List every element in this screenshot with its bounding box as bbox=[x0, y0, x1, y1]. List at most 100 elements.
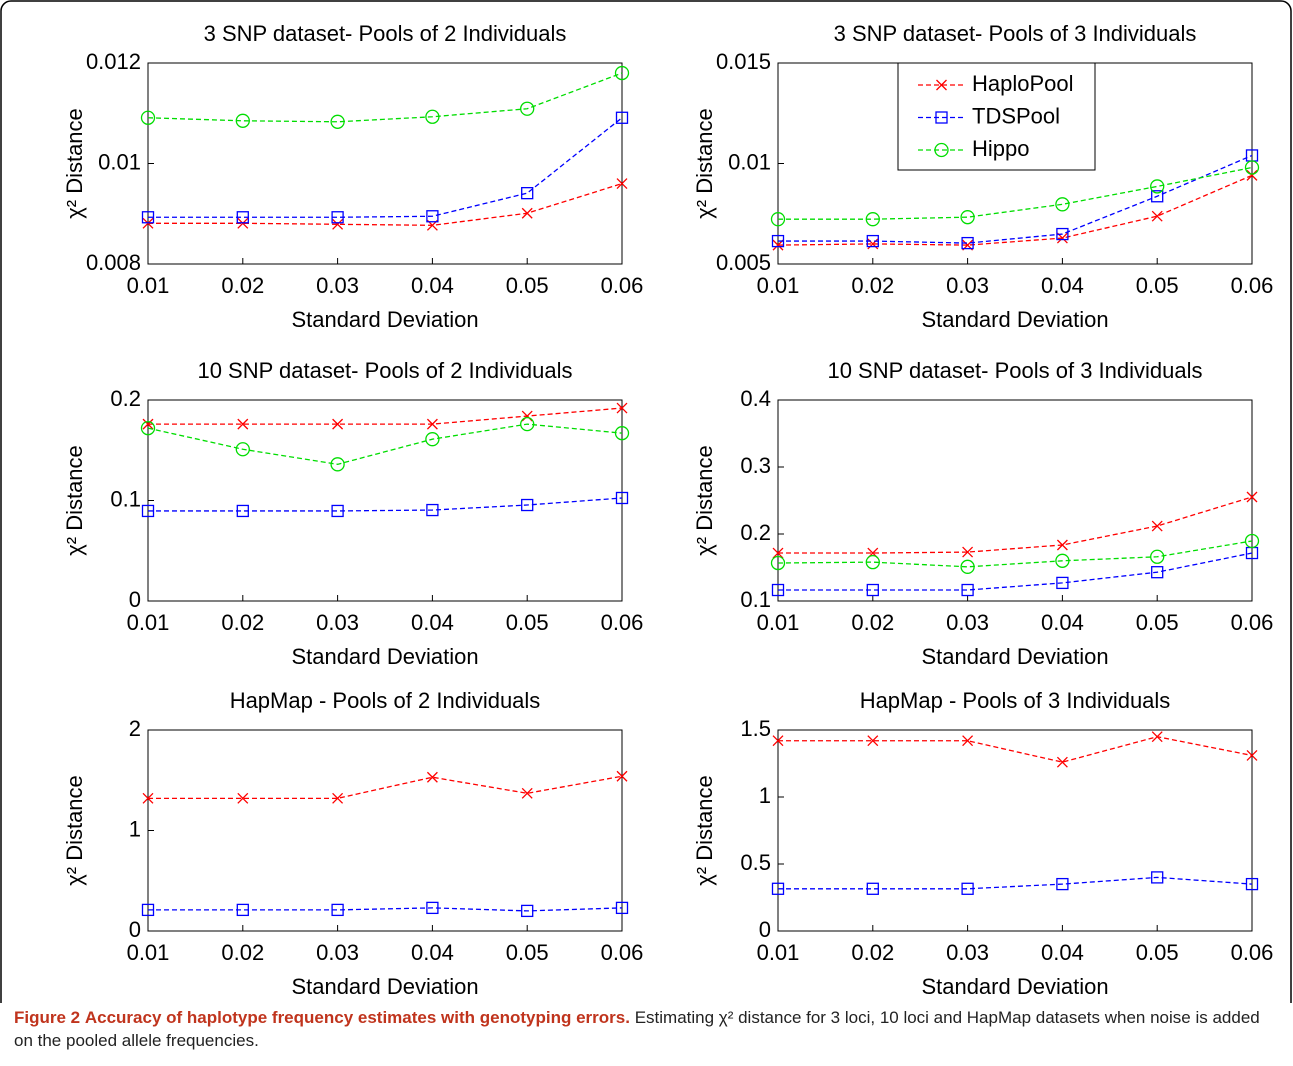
y-tick-label: 0.008 bbox=[86, 250, 141, 275]
marker bbox=[615, 901, 629, 915]
series-line bbox=[777, 540, 1253, 568]
legend-label: TDSPool bbox=[972, 103, 1060, 128]
marker bbox=[866, 583, 879, 597]
marker bbox=[1056, 539, 1068, 551]
chart-title: 10 SNP dataset- Pools of 3 Individuals bbox=[827, 358, 1202, 383]
marker bbox=[1056, 877, 1069, 891]
marker bbox=[1056, 227, 1069, 241]
marker bbox=[425, 109, 440, 124]
marker bbox=[771, 583, 785, 597]
y-tick-label: 0.012 bbox=[86, 49, 141, 74]
x-axis-label: Standard Deviation bbox=[291, 974, 478, 999]
series-line bbox=[147, 423, 623, 465]
marker bbox=[141, 504, 155, 518]
marker bbox=[236, 211, 249, 224]
marker bbox=[616, 402, 628, 414]
x-tick-label: 0.05 bbox=[506, 273, 549, 298]
y-tick-label: 1 bbox=[129, 816, 141, 841]
marker bbox=[521, 186, 534, 200]
marker bbox=[331, 211, 344, 224]
marker bbox=[960, 559, 975, 574]
marker bbox=[1244, 160, 1260, 175]
x-tick-label: 0.01 bbox=[757, 940, 800, 965]
marker bbox=[426, 210, 439, 223]
marker bbox=[960, 210, 975, 225]
series-line bbox=[148, 907, 623, 912]
marker bbox=[615, 111, 629, 124]
legend-marker bbox=[936, 79, 947, 91]
x-tick-label: 0.04 bbox=[1041, 610, 1084, 635]
x-tick-label: 0.06 bbox=[601, 940, 644, 965]
marker bbox=[770, 555, 786, 571]
marker bbox=[521, 410, 533, 422]
series-line bbox=[148, 407, 623, 425]
x-tick-label: 0.03 bbox=[946, 273, 989, 298]
x-tick-label: 0.01 bbox=[127, 610, 170, 635]
marker bbox=[1246, 169, 1258, 181]
marker bbox=[521, 498, 534, 512]
x-tick-label: 0.04 bbox=[411, 940, 454, 965]
x-tick-label: 0.02 bbox=[221, 610, 264, 635]
marker bbox=[772, 547, 784, 559]
marker bbox=[140, 110, 156, 125]
x-tick-label: 0.05 bbox=[1136, 610, 1179, 635]
y-tick-label: 1 bbox=[759, 783, 771, 808]
x-axis-label: Standard Deviation bbox=[921, 644, 1108, 669]
x-tick-label: 0.06 bbox=[1231, 610, 1274, 635]
x-tick-label: 0.05 bbox=[506, 940, 549, 965]
x-tick-label: 0.04 bbox=[411, 610, 454, 635]
y-tick-label: 0 bbox=[129, 917, 141, 942]
marker bbox=[614, 65, 630, 81]
marker bbox=[520, 416, 535, 432]
marker bbox=[332, 218, 344, 230]
marker bbox=[867, 735, 879, 747]
marker bbox=[1055, 553, 1070, 568]
chart-title: 3 SNP dataset- Pools of 2 Individuals bbox=[204, 21, 567, 46]
marker bbox=[426, 901, 439, 915]
x-tick-label: 0.01 bbox=[757, 273, 800, 298]
series-line bbox=[148, 775, 623, 799]
marker bbox=[962, 546, 974, 558]
chart-title: 10 SNP dataset- Pools of 2 Individuals bbox=[197, 358, 572, 383]
axes-box bbox=[147, 62, 623, 265]
marker bbox=[1151, 520, 1163, 532]
caption-label: Figure 2 bbox=[14, 1008, 81, 1027]
figure: 3 SNP dataset- Pools of 2 Individuals Sta… bbox=[0, 0, 1292, 1003]
legend-marker bbox=[935, 111, 948, 124]
x-tick-label: 0.03 bbox=[946, 610, 989, 635]
x-tick-label: 0.01 bbox=[127, 940, 170, 965]
marker bbox=[237, 792, 249, 804]
series-line bbox=[778, 736, 1253, 763]
marker bbox=[331, 903, 344, 917]
marker bbox=[1056, 576, 1069, 590]
marker bbox=[521, 787, 533, 799]
x-tick-label: 0.05 bbox=[1136, 273, 1179, 298]
marker bbox=[521, 207, 533, 219]
y-tick-label: 2 bbox=[129, 716, 141, 741]
marker bbox=[1151, 731, 1163, 743]
y-tick-label: 0.5 bbox=[740, 850, 771, 875]
y-tick-label: 0 bbox=[759, 917, 771, 942]
y-tick-label: 0.01 bbox=[98, 149, 141, 174]
marker bbox=[865, 554, 880, 570]
x-tick-label: 0.03 bbox=[316, 610, 359, 635]
x-tick-label: 0.04 bbox=[411, 273, 454, 298]
x-tick-label: 0.05 bbox=[506, 610, 549, 635]
marker bbox=[771, 234, 785, 248]
x-tick-label: 0.04 bbox=[1041, 273, 1084, 298]
series-line bbox=[778, 166, 1253, 220]
x-tick-label: 0.03 bbox=[316, 940, 359, 965]
x-tick-label: 0.01 bbox=[127, 273, 170, 298]
caption: Figure 2 Accuracy of haplotype frequency… bbox=[14, 1006, 1282, 1052]
series-line bbox=[778, 552, 1253, 591]
y-axis-label: χ² Distance bbox=[692, 108, 717, 219]
marker bbox=[866, 234, 879, 248]
series-line bbox=[148, 117, 623, 218]
marker bbox=[140, 420, 156, 436]
marker bbox=[236, 903, 249, 917]
y-tick-label: 0 bbox=[129, 587, 141, 612]
chart-title: HapMap - Pools of 3 Individuals bbox=[860, 688, 1171, 713]
y-axis-label: χ² Distance bbox=[62, 445, 87, 556]
marker bbox=[615, 491, 629, 505]
